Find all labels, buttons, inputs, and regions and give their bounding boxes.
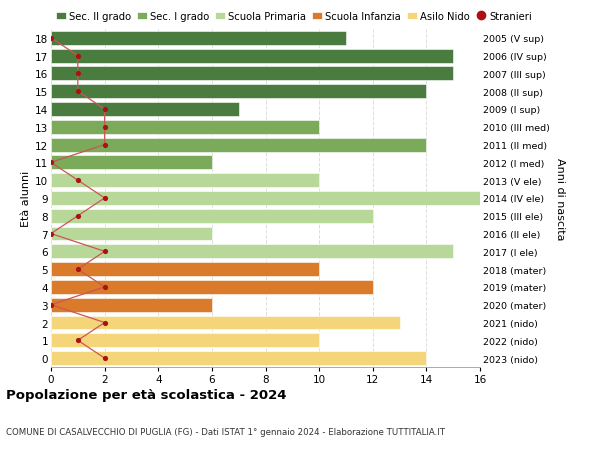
Bar: [51, 121, 319, 134]
Point: [100, 106, 109, 113]
Bar: [51, 85, 427, 99]
Bar: [51, 352, 427, 365]
Point: [100, 141, 109, 149]
Point: [46, 159, 56, 167]
Text: Popolazione per età scolastica - 2024: Popolazione per età scolastica - 2024: [6, 388, 287, 401]
Legend: Sec. II grado, Sec. I grado, Scuola Primaria, Scuola Infanzia, Asilo Nido, Stran: Sec. II grado, Sec. I grado, Scuola Prim…: [56, 11, 532, 22]
Point: [46, 302, 56, 309]
Bar: [51, 138, 427, 152]
Bar: [51, 50, 453, 63]
Point: [100, 319, 109, 326]
Point: [73, 71, 83, 78]
Point: [73, 266, 83, 273]
Point: [73, 337, 83, 344]
Y-axis label: Anni di nascita: Anni di nascita: [555, 157, 565, 240]
Bar: [51, 191, 480, 206]
Bar: [51, 263, 319, 276]
Point: [73, 53, 83, 60]
Point: [100, 248, 109, 256]
Y-axis label: Età alunni: Età alunni: [21, 170, 31, 227]
Point: [100, 355, 109, 362]
Bar: [51, 227, 212, 241]
Bar: [51, 245, 453, 259]
Bar: [51, 32, 346, 45]
Point: [46, 35, 56, 42]
Bar: [51, 209, 373, 223]
Bar: [51, 334, 319, 347]
Point: [46, 230, 56, 238]
Bar: [51, 103, 239, 117]
Point: [73, 88, 83, 95]
Text: COMUNE DI CASALVECCHIO DI PUGLIA (FG) - Dati ISTAT 1° gennaio 2024 - Elaborazion: COMUNE DI CASALVECCHIO DI PUGLIA (FG) - …: [6, 427, 445, 436]
Point: [100, 284, 109, 291]
Point: [73, 213, 83, 220]
Point: [73, 177, 83, 185]
Bar: [51, 298, 212, 312]
Point: [100, 195, 109, 202]
Bar: [51, 280, 373, 294]
Bar: [51, 156, 212, 170]
Point: [100, 124, 109, 131]
Bar: [51, 174, 319, 188]
Bar: [51, 67, 453, 81]
Bar: [51, 316, 400, 330]
